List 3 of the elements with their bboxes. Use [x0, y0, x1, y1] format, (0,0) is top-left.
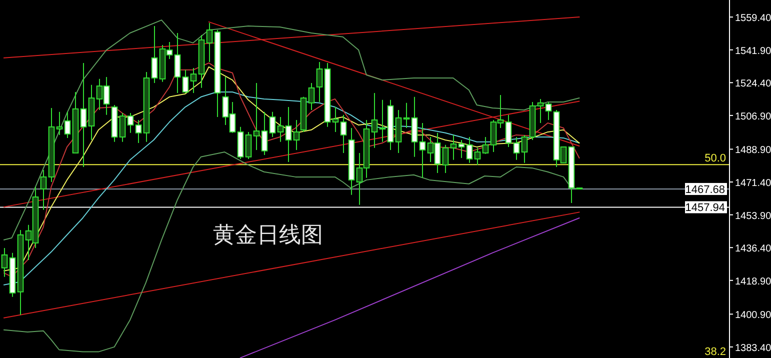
annotation: 黄金日线图: [213, 222, 323, 247]
annotation: 50.0: [704, 152, 726, 165]
annotation: 38.2: [704, 346, 726, 358]
